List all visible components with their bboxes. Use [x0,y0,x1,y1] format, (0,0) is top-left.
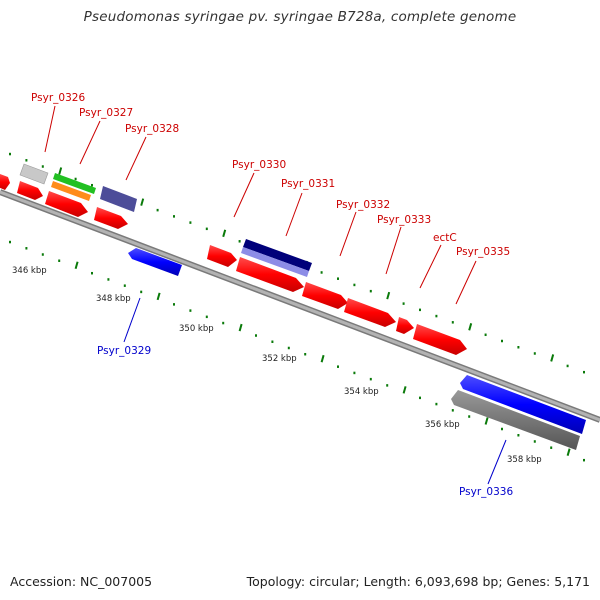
genome-summary-text: Topology: circular; Length: 6,093,698 bp… [246,574,590,589]
gene-arrow-forward[interactable] [17,181,43,200]
feature-green[interactable] [53,173,96,194]
gene-label[interactable]: Psyr_0326 [31,92,85,104]
gene-arrow-forward[interactable] [0,174,10,190]
gene-arrow-reverse[interactable] [128,248,182,276]
feature-purple[interactable] [100,186,137,212]
major-tick [484,417,489,425]
accession-text: Accession: NC_007005 [10,574,153,589]
gene-label[interactable]: Psyr_0329 [97,345,151,357]
gene-label[interactable]: ectC [433,232,457,244]
map-title: Pseudomonas syringae pv. syringae B728a,… [83,9,517,25]
label-leader-lines [44,105,507,485]
gene-arrow-forward[interactable] [236,257,304,292]
scale-label: 358 kbp [507,455,542,465]
major-tick [74,261,79,270]
scale-label: 350 kbp [179,324,214,334]
reverse-genes [128,248,586,450]
major-tick [238,323,243,332]
gene-label[interactable]: Psyr_0331 [281,178,335,190]
gene-label[interactable]: Psyr_0335 [456,246,510,258]
gene-arrow-forward[interactable] [413,324,467,355]
gene-label[interactable]: Psyr_0328 [125,123,179,135]
gene-label[interactable]: Psyr_0332 [336,199,390,211]
major-tick [58,167,63,175]
feature-lavender[interactable] [241,247,309,277]
scale-label: 354 kbp [344,387,379,397]
major-tick [468,323,473,331]
feature-navy[interactable] [243,239,312,271]
major-tick [320,354,325,363]
forward-genes [0,174,467,355]
scale-label: 346 kbp [12,266,47,276]
major-tick [402,386,407,394]
gene-label[interactable]: Psyr_0333 [377,214,431,226]
major-tick [566,448,571,456]
gene-arrow-forward[interactable] [344,298,396,327]
major-tick [222,229,227,238]
gene-label[interactable]: Psyr_0336 [459,486,513,498]
kbp-tick-marks [9,152,585,462]
gene-label[interactable]: Psyr_0330 [232,159,286,171]
major-tick [156,292,161,301]
gene-arrow-reverse[interactable] [460,375,586,434]
gene-arrow-forward[interactable] [45,191,88,217]
gene-label[interactable]: Psyr_0327 [79,107,133,119]
gene-arrow-forward[interactable] [207,245,237,267]
scale-label: 356 kbp [425,420,460,430]
major-tick [550,354,555,362]
feature-orange[interactable] [51,181,91,201]
feature-track-upper [19,163,312,277]
gene-labels: Psyr_0326 Psyr_0327 Psyr_0328 Psyr_0330 … [31,92,513,498]
gene-arrow-reverse-gray[interactable] [451,390,580,450]
gene-arrow-forward[interactable] [396,317,414,334]
feature-gray[interactable] [19,163,49,185]
gene-arrow-forward[interactable] [94,207,128,229]
scale-labels: 346 kbp 348 kbp 350 kbp 352 kbp 354 kbp … [12,266,542,465]
major-tick [140,198,145,206]
gene-arrow-forward[interactable] [302,282,348,309]
genome-backbone [0,189,600,423]
scale-label: 352 kbp [262,354,297,364]
scale-label: 348 kbp [96,294,131,304]
major-tick [386,291,391,300]
